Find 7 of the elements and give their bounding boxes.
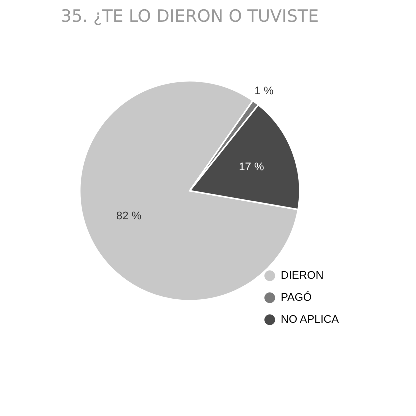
legend-label: PAGÓ (281, 291, 312, 304)
data-label: 1 % (254, 86, 274, 98)
data-label: 82 % (116, 210, 142, 222)
legend-label: DIERON (281, 270, 324, 282)
chart-title: 35. ¿TE LO DIERON O TUVISTE (61, 7, 319, 27)
legend-label: NO APLICA (281, 314, 340, 326)
data-label: 17 % (239, 162, 264, 174)
